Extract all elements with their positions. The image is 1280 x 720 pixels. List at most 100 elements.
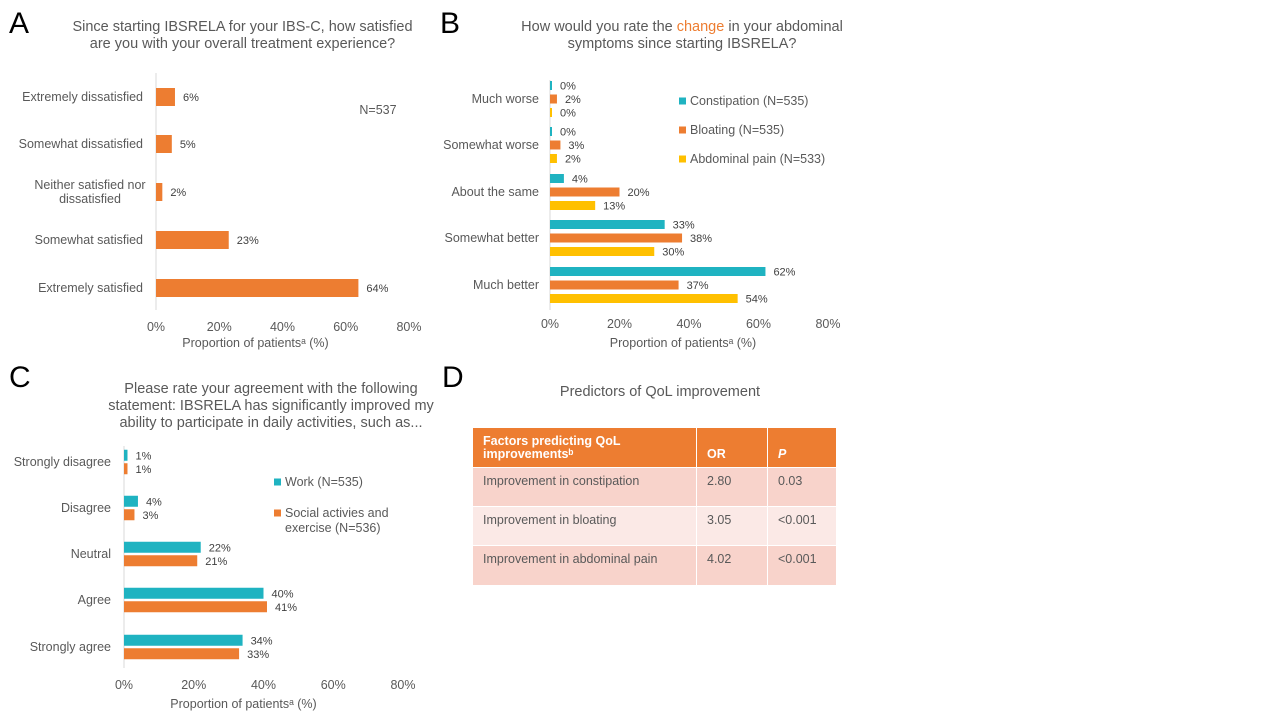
table-header-p: P [767,428,836,468]
chart-c-x-tick-label: 60% [321,678,346,692]
chart-b-legend-label: Abdominal pain (N=533) [690,152,825,166]
chart-c-bar [124,509,135,521]
chart-c-data-label: 21% [205,556,227,568]
panel-d-title: Predictors of QoL improvement [559,384,761,400]
table-header-row: Factors predicting QoL improvementsᵇ OR … [473,428,836,468]
chart-a-category-label: Somewhat dissatisfied [19,137,143,151]
chart-b-bar [550,201,596,210]
chart-c-x-tick-label: 20% [181,678,206,692]
chart-c-category-label: Disagree [61,501,111,515]
chart-c-data-label: 33% [247,649,269,661]
chart-b-legend-label: Bloating (N=535) [690,123,784,137]
chart-a-x-tick-label: 0% [147,320,165,334]
chart-b-data-label: 2% [565,94,581,106]
panel-b-title-line1: How would you rate the change in your ab… [482,19,882,36]
chart-c-bar [124,648,240,660]
chart-b-data-label: 54% [746,294,768,306]
chart-a-bar [156,88,175,106]
panel-b-title-pre: How would you rate the [521,19,677,35]
chart-b-x-tick-label: 80% [815,317,840,331]
chart-b-data-label: 4% [572,174,588,186]
chart-b-data-label: 20% [628,187,650,199]
chart-b-data-label: 2% [565,154,581,166]
table-row: Improvement in constipation 2.80 0.03 [473,467,836,507]
panel-b-title-post: in your abdominal [724,19,843,35]
chart-a-data-label: 5% [180,139,196,151]
panel-letter-a: A [9,7,30,40]
chart-b-x-axis-label: Proportion of patientsᵃ (%) [610,336,756,350]
chart-b-x-tick-label: 60% [746,317,771,331]
table-cell-or: 2.80 [696,467,768,507]
panel-c-title-line2: statement: IBSRELA has significantly imp… [108,398,434,414]
table-cell-factor: Improvement in bloating [473,506,697,546]
chart-c-legend-label: Work (N=535) [285,475,363,489]
chart-c-data-label: 4% [146,496,162,508]
table-cell-factor: Improvement in abdominal pain [473,545,697,585]
table-row: Improvement in bloating 3.05 <0.001 [473,506,836,546]
panel-c-title-line1: Please rate your agreement with the foll… [124,381,418,397]
chart-c-x-tick-label: 40% [251,678,276,692]
panel-a-title: Since starting IBSRELA for your IBS-C, h… [40,19,445,53]
chart-a-category-label: Somewhat satisfied [35,233,143,247]
chart-c-bar [124,634,243,646]
chart-c-legend-label: Social activies and [285,506,389,520]
chart-b-bar [550,154,557,163]
chart-b-data-label: 3% [568,140,584,152]
chart-c-bar [124,541,201,553]
chart-a-bar [156,135,172,153]
chart-c-bar [124,601,267,613]
chart-a-data-label: 2% [170,187,186,199]
chart-b-bar [550,140,561,150]
chart-a-x-axis-label: Proportion of patientsᵃ (%) [182,336,328,350]
chart-b-x-tick-label: 20% [607,317,632,331]
chart-a-x-tick-label: 20% [207,320,232,334]
chart-c-data-label: 1% [135,450,151,462]
table-cell-p: <0.001 [767,506,836,546]
chart-b-category-label: Somewhat better [445,231,540,245]
chart-c-category-label: Strongly disagree [14,455,111,469]
chart-b-bar [550,127,552,136]
chart-c-data-label: 34% [251,635,273,647]
table-cell-p: 0.03 [767,467,836,507]
chart-c-data-label: 1% [135,464,151,476]
chart-b-data-label: 13% [603,201,625,213]
chart-b-category-label: Somewhat worse [443,138,539,152]
chart-b-bar [550,247,655,256]
chart-a-category-label: Neither satisfied nor [34,178,145,192]
table-row: Improvement in abdominal pain 4.02 <0.00… [473,545,836,585]
chart-b-bar [550,294,738,303]
chart-b-legend-swatch [679,97,686,105]
chart-c-x-tick-label: 0% [115,678,133,692]
chart-b-category-label: About the same [451,185,539,199]
qol-predictors-table: Factors predicting QoL improvementsᵇ OR … [473,428,836,585]
chart-b-data-label: 30% [662,247,684,259]
chart-b-data-label: 0% [560,81,576,93]
chart-a-category-label: dissatisfied [59,192,121,206]
chart-b-bar [550,220,665,229]
panel-letter-b: B [440,7,461,40]
chart-b-data-label: 0% [560,108,576,120]
panel-b-title: How would you rate the change in your ab… [482,19,882,53]
chart-b-bar [550,280,679,290]
panel-a-title-line1: Since starting IBSRELA for your IBS-C, h… [72,19,413,35]
chart-b-x-tick-label: 0% [541,317,559,331]
chart-c-x-axis-label: Proportion of patientsᵃ (%) [170,697,316,711]
table-header-factors: Factors predicting QoL improvementsᵇ [473,428,697,468]
chart-b-legend-swatch [679,126,686,134]
chart-a-annotation: N=537 [359,103,396,117]
chart-c-bar [124,555,198,567]
chart-b-category-label: Much worse [472,92,539,106]
chart-c-data-label: 40% [272,588,294,600]
chart-b-bar [550,174,564,183]
panel-b-title-line2: symptoms since starting IBSRELA? [567,36,797,52]
panel-c-title-line3: ability to participate in daily activiti… [119,415,423,431]
chart-c-legend-swatch [274,478,281,486]
chart-b-legend-swatch [679,155,686,163]
chart-c-data-label: 22% [209,542,231,554]
chart-c-data-label: 41% [275,602,297,614]
chart-a-x-tick-label: 40% [270,320,295,334]
chart-b-bar [550,94,557,104]
chart-c-legend-swatch [274,509,281,517]
chart-a-x-tick-label: 60% [333,320,358,334]
